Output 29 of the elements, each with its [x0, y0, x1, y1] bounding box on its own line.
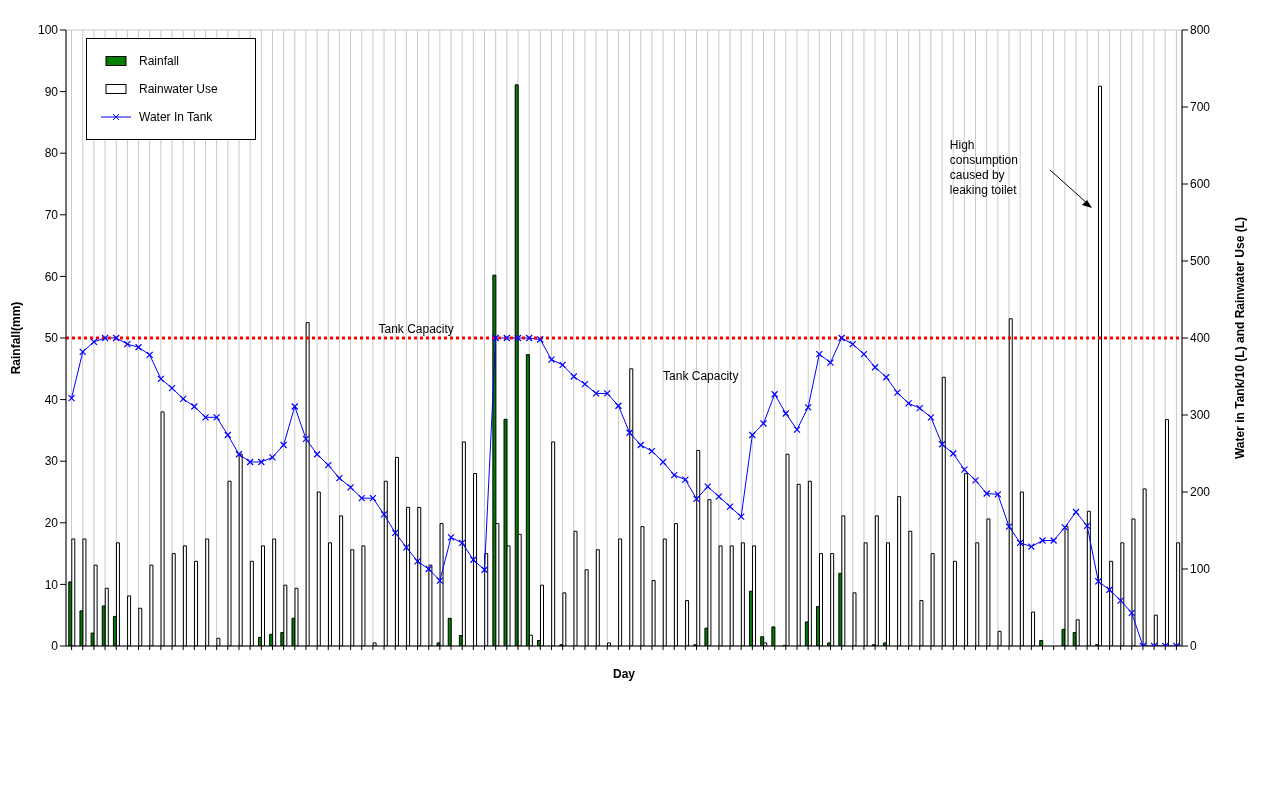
y2-tick-label: 200: [1190, 485, 1211, 500]
y-tick-label: 50: [44, 331, 59, 346]
y2-tick-label: 0: [1190, 639, 1197, 654]
y-tick-label: 100: [37, 23, 59, 38]
legend-label: Rainfall: [139, 54, 180, 68]
y-axis-title: Rainfall(mm): [9, 301, 24, 375]
annotation: High consumption caused by leaking toilet: [949, 138, 1019, 198]
x-axis-title: Day: [612, 667, 636, 681]
legend-label: Rainwater Use: [139, 82, 218, 96]
y-tick-label: 60: [44, 269, 59, 284]
y-tick-label: 30: [44, 454, 59, 469]
legend-label: Water In Tank: [139, 110, 213, 124]
y2-tick-label: 300: [1190, 408, 1211, 423]
ref-line-label: Tank Capacity: [378, 322, 454, 336]
y-tick-label: 0: [51, 639, 59, 654]
y-tick-label: 90: [44, 84, 59, 99]
y2-tick-label: 400: [1190, 331, 1211, 346]
y-tick-label: 40: [44, 392, 59, 407]
y2-tick-label: 500: [1190, 254, 1211, 269]
y2-axis-title: Water in Tank/10 (L) and Rainwater Use (L): [1233, 216, 1248, 460]
annotation: Tank Capacity: [663, 369, 739, 383]
y2-tick-label: 600: [1190, 177, 1211, 192]
y-tick-label: 10: [44, 577, 59, 592]
y2-tick-label: 800: [1190, 23, 1211, 38]
y2-tick-label: 700: [1190, 100, 1211, 115]
y2-tick-label: 100: [1190, 562, 1211, 577]
y-tick-label: 20: [44, 516, 59, 531]
y-tick-label: 70: [44, 208, 59, 223]
y-tick-label: 80: [44, 146, 59, 161]
